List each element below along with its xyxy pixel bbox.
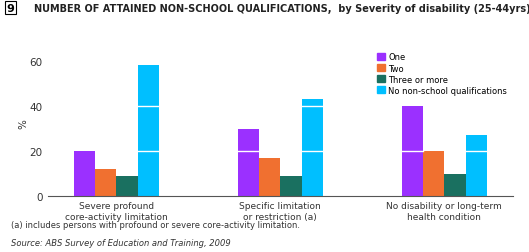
Bar xyxy=(95,170,116,197)
Text: 9: 9 xyxy=(7,4,14,14)
Text: (a) includes persons with profound or severe core-activity limitation.: (a) includes persons with profound or se… xyxy=(11,220,299,230)
Legend: One, Two, Three or more, No non-school qualifications: One, Two, Three or more, No non-school q… xyxy=(375,52,509,97)
Bar xyxy=(280,176,302,197)
Bar xyxy=(74,152,95,197)
Bar xyxy=(466,136,487,197)
Bar xyxy=(138,66,159,197)
Bar xyxy=(259,158,280,197)
Bar xyxy=(423,152,444,197)
Bar xyxy=(302,100,323,197)
Bar xyxy=(444,174,466,197)
Text: NUMBER OF ATTAINED NON-SCHOOL QUALIFICATIONS,  by Severity of disability (25-44y: NUMBER OF ATTAINED NON-SCHOOL QUALIFICAT… xyxy=(34,4,529,14)
Bar xyxy=(402,107,423,197)
Bar xyxy=(238,129,259,197)
Y-axis label: %: % xyxy=(18,118,28,129)
Bar xyxy=(116,176,138,197)
Text: Source: ABS Survey of Education and Training, 2009: Source: ABS Survey of Education and Trai… xyxy=(11,238,230,247)
